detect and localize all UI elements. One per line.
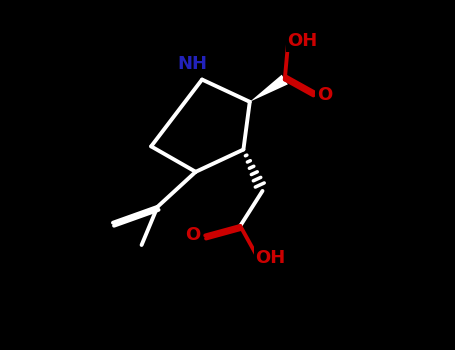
Text: O: O bbox=[185, 226, 200, 244]
Text: NH: NH bbox=[177, 55, 207, 73]
Text: OH: OH bbox=[287, 32, 318, 50]
Polygon shape bbox=[250, 75, 288, 102]
Text: OH: OH bbox=[255, 249, 286, 267]
Text: O: O bbox=[317, 86, 332, 104]
